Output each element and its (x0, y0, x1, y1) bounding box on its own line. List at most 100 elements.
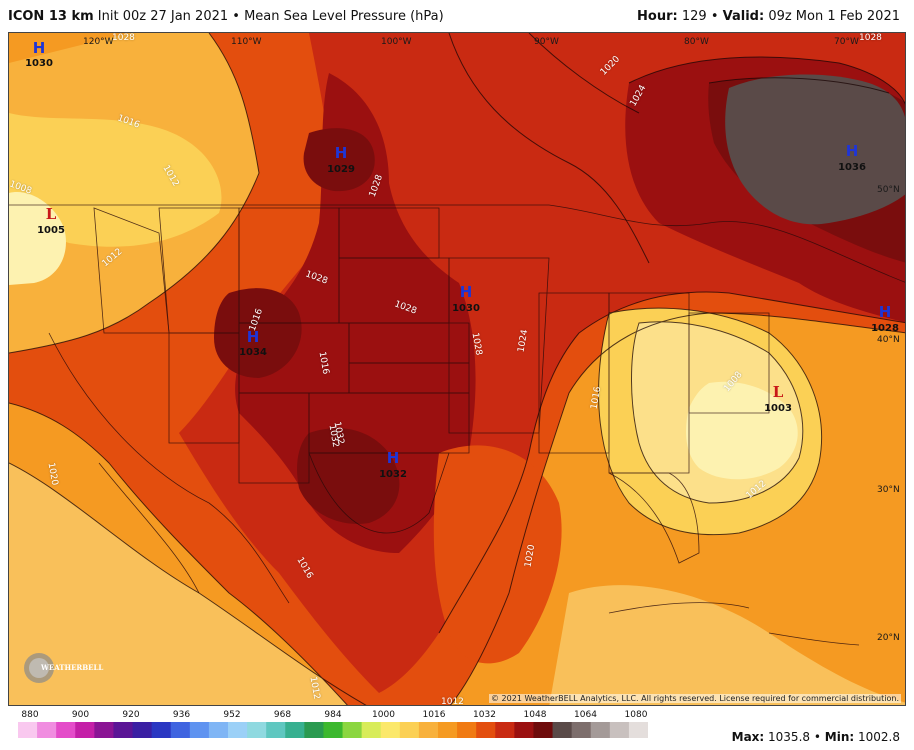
colorbar-tick-label: 920 (122, 710, 140, 720)
copyright-notice: © 2021 WeatherBELL Analytics, LLC. All r… (489, 694, 901, 703)
colorbar-tick-label: 1000 (372, 710, 395, 720)
longitude-label: 100°W (381, 37, 412, 47)
florida-outline (608, 472, 700, 564)
colorbar-tick-label: 1016 (422, 710, 446, 720)
colorbar-swatch (342, 722, 363, 738)
pressure-field-svg (9, 33, 905, 705)
colorbar-tick-label: 900 (71, 710, 90, 720)
isobar (528, 33, 640, 114)
logo-graphic (24, 653, 54, 683)
colorbar-swatch (151, 722, 172, 738)
isobar (438, 291, 905, 634)
colorbar-swatch (628, 722, 648, 738)
colorbar-swatch (37, 722, 57, 738)
title-separator: • (232, 9, 240, 24)
product-name: Mean Sea Level Pressure (hPa) (244, 9, 444, 24)
colorbar-swatch (323, 722, 344, 738)
min-value: 1002.8 (858, 730, 900, 744)
isobar (449, 312, 905, 705)
colorbar-tick-label: 936 (172, 710, 191, 720)
high-pressure-value: 1032 (379, 469, 407, 480)
colorbar-swatch (170, 722, 191, 738)
latitude-label: 40°N (877, 335, 900, 345)
cuba-coast (608, 602, 750, 614)
longitude-label: 120°W (83, 37, 114, 47)
colorbar-swatch (266, 722, 286, 738)
colorbar-swatch (189, 722, 210, 738)
hour-value: 129 (681, 9, 707, 24)
field-plains-1032 (297, 428, 400, 524)
map-title: ICON 13 km Init 00z 27 Jan 2021 • Mean S… (8, 9, 444, 24)
map-footer: 880 900 920 936 952 968 984 1000 1016 1032 1048 106… (0, 706, 914, 750)
colorbar-swatch (457, 722, 477, 738)
colorbar-swatch (590, 722, 611, 738)
state-outline (688, 312, 770, 414)
colorbar-swatch (94, 722, 114, 738)
colorbar-tick-label: 880 (21, 710, 39, 720)
valid-label: Valid: (722, 9, 765, 24)
isobars (9, 33, 905, 705)
isobar-label: 1028 (112, 33, 135, 43)
boundaries (9, 204, 905, 646)
pressure-map[interactable]: 120°W 110°W 100°W 90°W 80°W 70°W 50°N 40… (8, 32, 906, 706)
state-outline (238, 392, 310, 484)
isobar (631, 321, 804, 504)
colorbar-swatch (285, 722, 305, 738)
state-outline (608, 292, 690, 474)
low-pressure-marker: L (45, 205, 57, 223)
colorbar-swatch (609, 722, 630, 738)
high-pressure-marker: H (845, 142, 859, 160)
colorbar-swatch (418, 722, 439, 738)
field-rockies-1032 (214, 288, 302, 378)
colorbar-tick-label: 1064 (574, 710, 597, 720)
colorbar-swatch (571, 722, 592, 738)
max-value: 1035.8 (768, 730, 811, 744)
state-outline (308, 392, 470, 454)
isobar-label: 1012 (441, 697, 464, 706)
colorbar-tick-label: 968 (273, 710, 292, 720)
model-name: ICON 13 km (8, 9, 94, 24)
field-montana-1028 (303, 128, 375, 192)
max-label: Max: (731, 730, 765, 744)
high-pressure-marker: H (878, 303, 892, 321)
field-caribbean-1016 (549, 585, 905, 705)
low-pressure-marker: L (772, 383, 784, 401)
gulf-of-california (98, 462, 200, 594)
high-pressure-value: 1030 (25, 58, 53, 69)
high-pressure-marker: H (32, 39, 46, 57)
isobar (9, 462, 367, 705)
latitude-label: 30°N (877, 485, 900, 495)
colorbar-swatch (380, 722, 401, 738)
high-pressure-marker: H (459, 283, 473, 301)
max-min-separator: • (813, 730, 821, 744)
colorbar-swatch (18, 722, 38, 738)
colorbar-swatch (56, 722, 76, 738)
high-pressure-marker: H (246, 328, 260, 346)
us-canada-border (9, 204, 905, 283)
colorbar-swatch (552, 722, 573, 738)
isobar (9, 33, 260, 354)
colorbar-swatch (228, 722, 248, 738)
weatherbell-logo: WEATHERBELL (23, 651, 103, 685)
field-northwest-1012 (9, 113, 222, 247)
colorbar-swatch (304, 722, 324, 738)
logo-text: WEATHERBELL (41, 663, 104, 672)
isobar (708, 77, 890, 94)
colorbar-swatch (438, 722, 458, 738)
colorbar-tick-label: 984 (324, 710, 342, 720)
colorbar-swatch (132, 722, 153, 738)
colorbar-swatch (75, 722, 95, 738)
colorbar-swatch (533, 722, 554, 738)
high-pressure-value: 1030 (452, 303, 480, 314)
isobar (628, 56, 905, 106)
longitude-label: 80°W (684, 37, 709, 47)
colorbar-swatch (399, 722, 420, 738)
high-pressure-value: 1029 (327, 164, 355, 175)
state-outline (308, 452, 450, 534)
longitude-label: 110°W (231, 37, 262, 47)
high-pressure-value: 1034 (239, 347, 267, 358)
latitude-label: 20°N (877, 633, 900, 643)
low-pressure-value: 1005 (37, 225, 65, 236)
low-pressure-value: 1003 (764, 403, 792, 414)
colorbar-swatch (514, 722, 534, 738)
